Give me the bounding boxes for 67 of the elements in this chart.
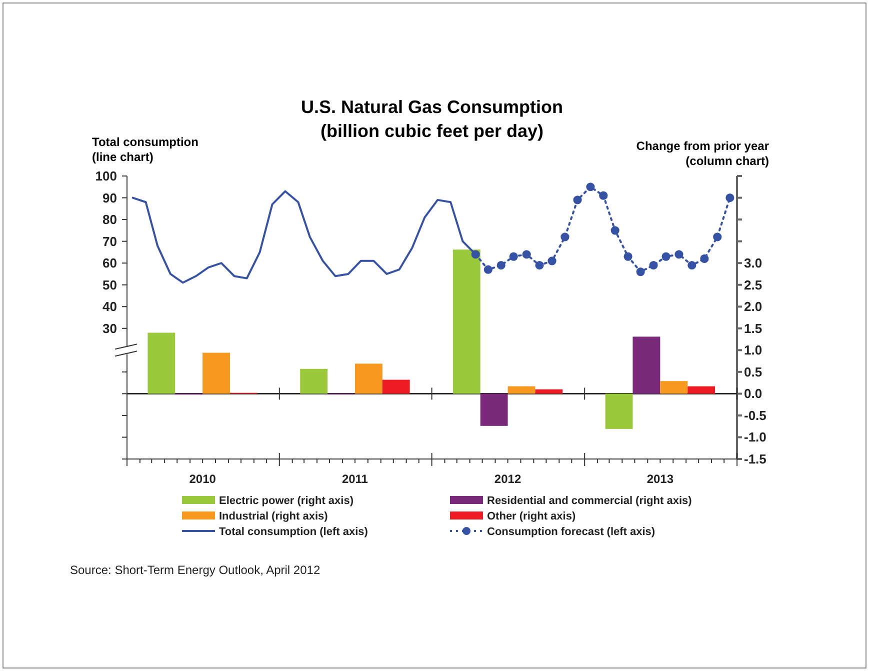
point xyxy=(471,250,480,259)
bar xyxy=(535,389,563,394)
bar xyxy=(202,352,230,394)
x-tick-label: 2010 xyxy=(189,472,216,486)
point xyxy=(624,252,632,261)
point xyxy=(700,254,709,264)
x-tick-label: 2013 xyxy=(646,472,674,486)
point xyxy=(548,256,556,266)
point xyxy=(636,267,645,276)
point xyxy=(560,232,570,242)
y2-tick-label: 0.5 xyxy=(744,364,762,380)
y-tick-label: 90 xyxy=(102,190,117,206)
bar xyxy=(300,368,328,394)
point xyxy=(509,252,518,261)
bar xyxy=(688,386,716,394)
bar xyxy=(508,386,536,394)
y-tick-label: 60 xyxy=(102,256,117,271)
y-tick-label: 30 xyxy=(102,320,117,336)
point xyxy=(610,226,620,235)
legend-label: Other (right axis) xyxy=(487,510,576,522)
point xyxy=(586,182,595,192)
y2-axis-title: Change from prior year (column chart) xyxy=(636,139,770,168)
y-axis-title: Total consumption (line chart) xyxy=(92,135,198,164)
point xyxy=(674,250,684,259)
bar xyxy=(452,250,480,394)
y-tick-label: 80 xyxy=(102,212,117,228)
point xyxy=(535,260,544,270)
point xyxy=(484,265,492,274)
x-tick-label: 2012 xyxy=(494,472,522,486)
source-note: Source: Short-Term Energy Outlook, April 2012 xyxy=(70,563,320,577)
point xyxy=(726,193,734,202)
y2-tick-label: -0.5 xyxy=(744,408,766,423)
legend-label: Consumption forecast (left axis) xyxy=(487,526,656,538)
point xyxy=(522,250,531,259)
point xyxy=(573,196,582,204)
y-tick-label: 100 xyxy=(95,168,117,184)
legend-label: Electric power (right axis) xyxy=(219,495,354,507)
point xyxy=(662,252,670,261)
point xyxy=(599,191,608,200)
y2-tick-label: 1.5 xyxy=(744,320,762,336)
y2-tick-label: -1.0 xyxy=(744,430,766,445)
y2-tick-label: -1.5 xyxy=(744,452,766,466)
bar xyxy=(148,332,176,394)
bar xyxy=(354,364,382,394)
chart-subtitle: (billion cubic feet per day) xyxy=(320,121,544,141)
y2-tick-label: 1.0 xyxy=(744,342,762,358)
y-tick-label: 70 xyxy=(102,234,117,249)
bar xyxy=(660,381,688,394)
bar xyxy=(382,380,410,394)
point xyxy=(713,232,722,242)
bar xyxy=(480,394,508,426)
y2-tick-label: 2.5 xyxy=(744,277,762,292)
point xyxy=(649,260,658,270)
x-tick-label: 2011 xyxy=(342,472,368,486)
y2-tick-label: 0.0 xyxy=(744,386,762,402)
y2-tick-label: 3.0 xyxy=(744,256,762,271)
legend-label: Total consumption (left axis) xyxy=(219,526,368,538)
chart-title: U.S. Natural Gas Consumption xyxy=(300,97,564,117)
y-tick-label: 40 xyxy=(102,299,117,314)
point xyxy=(688,260,696,270)
point xyxy=(496,260,506,270)
y2-tick-label: 2.0 xyxy=(744,299,762,314)
legend-label: Industrial (right axis) xyxy=(219,510,328,522)
bar xyxy=(632,336,660,394)
legend-label: Residential and commercial (right axis) xyxy=(487,495,692,507)
bar xyxy=(605,394,633,429)
y-tick-label: 50 xyxy=(102,277,117,292)
